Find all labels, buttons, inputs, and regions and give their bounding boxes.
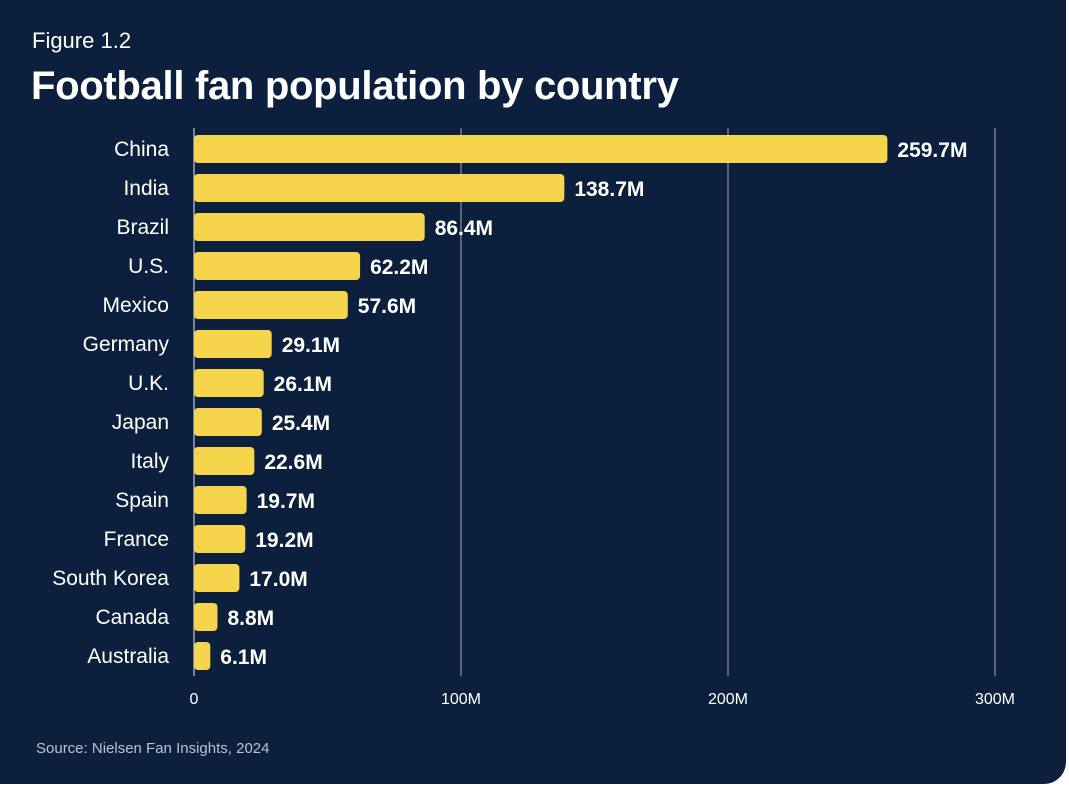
value-label: 138.7M	[574, 178, 644, 201]
value-label: 57.6M	[358, 295, 416, 318]
x-tick-label: 300M	[975, 691, 1015, 708]
value-label: 19.2M	[255, 529, 313, 552]
category-label: France	[104, 528, 169, 551]
x-tick-label: 0	[190, 691, 199, 708]
bar-germany	[194, 330, 272, 358]
value-label: 62.2M	[370, 256, 428, 279]
value-label: 17.0M	[249, 568, 307, 591]
chart-title: Football fan population by country	[31, 64, 679, 108]
value-label: 6.1M	[220, 646, 267, 669]
category-label: Brazil	[116, 216, 169, 239]
value-label: 25.4M	[272, 412, 330, 435]
bar-canada	[194, 603, 218, 631]
category-label: Spain	[115, 489, 169, 512]
category-label: Australia	[87, 645, 169, 668]
value-label: 8.8M	[227, 607, 274, 630]
bar-australia	[194, 642, 211, 670]
bar-japan	[194, 408, 262, 436]
value-label: 19.7M	[257, 490, 315, 513]
category-label: Italy	[130, 450, 169, 473]
category-label: China	[114, 138, 169, 161]
category-label: U.S.	[128, 255, 169, 278]
value-label: 26.1M	[274, 373, 332, 396]
bar-china	[194, 135, 888, 163]
bar-spain	[194, 486, 247, 514]
bar-u-s-	[194, 252, 361, 280]
bar-india	[194, 174, 565, 202]
category-label: Canada	[95, 606, 169, 629]
value-label: 22.6M	[264, 451, 322, 474]
category-label: South Korea	[52, 567, 169, 590]
figure-label: Figure 1.2	[32, 28, 132, 53]
category-label: U.K.	[128, 372, 169, 395]
bar-france	[194, 525, 246, 553]
category-label: India	[123, 177, 169, 200]
category-label: Germany	[83, 333, 170, 356]
bar-italy	[194, 447, 255, 475]
source-note: Source: Nielsen Fan Insights, 2024	[36, 740, 270, 757]
value-label: 259.7M	[897, 139, 967, 162]
x-tick-label: 100M	[441, 691, 481, 708]
category-label: Japan	[112, 411, 169, 434]
x-tick-label: 200M	[708, 691, 748, 708]
bar-south-korea	[194, 564, 240, 592]
value-label: 29.1M	[282, 334, 340, 357]
bar-mexico	[194, 291, 348, 319]
bar-u-k-	[194, 369, 264, 397]
value-label: 86.4M	[435, 217, 493, 240]
category-label: Mexico	[102, 294, 169, 317]
bar-brazil	[194, 213, 425, 241]
